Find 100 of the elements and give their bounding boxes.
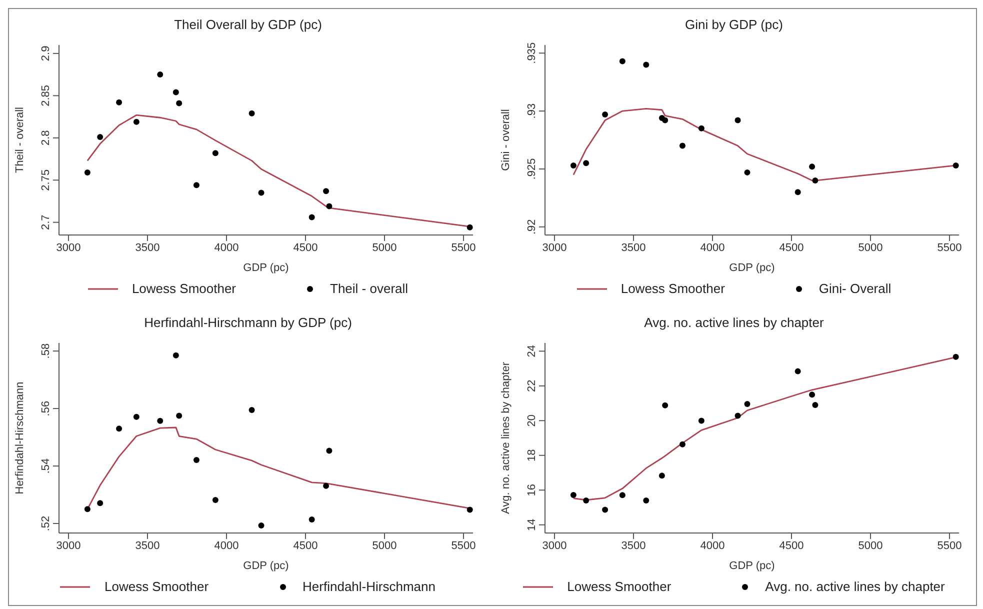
x-tick-label: 5000	[858, 540, 883, 552]
y-tick-label: 24	[526, 345, 538, 358]
y-tick-label: 14	[526, 518, 538, 531]
legend-label: Herfindahl-Hirschmann	[302, 579, 436, 594]
point	[734, 412, 741, 419]
x-tick-label: 3000	[56, 540, 81, 552]
point	[619, 58, 626, 64]
y-tick-label: 16	[526, 484, 538, 496]
x-axis-title: GDP (pc)	[243, 560, 289, 572]
point	[326, 203, 332, 210]
point	[809, 164, 816, 170]
y-axis-title: Herfindahl-Hirschmann	[14, 382, 26, 494]
y-tick-label: 2.9	[40, 46, 52, 62]
point	[84, 170, 90, 176]
y-tick-label: 2.7	[40, 214, 52, 230]
y-tick-label: 2.85	[40, 84, 52, 106]
y-tick-label: .935	[526, 42, 538, 64]
point	[258, 522, 264, 529]
point	[679, 142, 686, 149]
point	[643, 62, 650, 68]
point	[662, 402, 668, 408]
y-tick-label: .58	[40, 343, 52, 359]
chart-title: Herfindahl-Hirschmann by GDP (pc)	[143, 314, 353, 332]
x-tick-label: 4500	[293, 242, 318, 254]
point	[172, 352, 179, 358]
point	[308, 214, 315, 220]
x-tick-label: 5500	[937, 540, 962, 552]
x-axis-title: GDP (pc)	[243, 262, 289, 274]
x-tick-label: 5500	[451, 540, 476, 552]
point	[744, 400, 750, 407]
x-tick-label: 3500	[621, 540, 646, 552]
point	[602, 112, 608, 118]
point	[157, 72, 164, 78]
x-tick-label: 3500	[621, 242, 646, 254]
x-tick-label: 4000	[214, 242, 239, 254]
x-tick-label: 3000	[542, 540, 567, 552]
x-tick-label: 3000	[56, 242, 81, 254]
point	[133, 414, 140, 420]
point	[794, 368, 801, 374]
point	[176, 100, 182, 106]
point	[809, 392, 816, 398]
y-tick-label: 22	[526, 380, 538, 392]
point	[248, 406, 255, 413]
point	[662, 117, 668, 124]
point	[698, 418, 704, 424]
point	[734, 117, 741, 124]
point	[157, 418, 164, 424]
point	[619, 492, 626, 498]
point	[116, 426, 122, 432]
y-axis-title: Avg. no. active lines by chapter	[500, 362, 512, 514]
x-tick-label: 5500	[937, 242, 962, 254]
point	[698, 125, 704, 132]
point	[212, 496, 218, 503]
point	[193, 182, 200, 188]
point	[466, 506, 473, 513]
point	[258, 190, 264, 196]
point	[193, 456, 200, 463]
legend-label: Gini- Overall	[818, 281, 892, 296]
point	[97, 134, 104, 140]
point	[679, 441, 686, 448]
point	[84, 506, 90, 512]
point	[570, 162, 576, 168]
point	[323, 188, 330, 194]
x-tick-label: 5000	[372, 540, 397, 552]
y-tick-label: 2.8	[40, 130, 52, 146]
point	[744, 169, 750, 176]
x-tick-label: 3500	[135, 540, 160, 552]
legend-label: Lowess Smoother	[620, 281, 725, 296]
point	[466, 224, 473, 230]
y-tick-label: 20	[526, 414, 538, 427]
chart-title: Avg. no. active lines by chapter	[643, 314, 825, 332]
legend-label: Theil - overall	[330, 281, 408, 296]
x-tick-label: 4500	[779, 540, 804, 552]
y-tick-label: 2.75	[40, 169, 52, 191]
point	[308, 516, 315, 522]
legend-label: Avg. no. active lines by chapter	[765, 579, 945, 594]
y-axis-title: Theil - overall	[14, 106, 26, 174]
point	[794, 189, 801, 196]
y-tick-label: .52	[40, 516, 52, 532]
point	[326, 448, 332, 454]
legend-label: Lowess Smoother	[567, 579, 672, 594]
y-tick-label: 18	[526, 449, 538, 462]
x-tick-label: 4500	[293, 540, 318, 552]
x-tick-label: 5000	[372, 242, 397, 254]
point	[812, 178, 818, 184]
point	[812, 402, 818, 408]
point	[176, 412, 182, 419]
x-tick-label: 5000	[858, 242, 883, 254]
y-tick-label: .93	[526, 103, 538, 119]
point	[952, 162, 959, 168]
y-tick-label: .92	[526, 219, 538, 235]
point	[133, 118, 140, 125]
x-tick-label: 4000	[214, 540, 239, 552]
point	[172, 89, 179, 96]
point	[116, 99, 122, 106]
chart-title: Gini by GDP (pc)	[684, 16, 784, 34]
point	[570, 492, 576, 498]
y-tick-label: .925	[526, 158, 538, 180]
legend-label: Lowess Smoother	[132, 281, 236, 296]
x-tick-label: 5500	[451, 242, 476, 254]
